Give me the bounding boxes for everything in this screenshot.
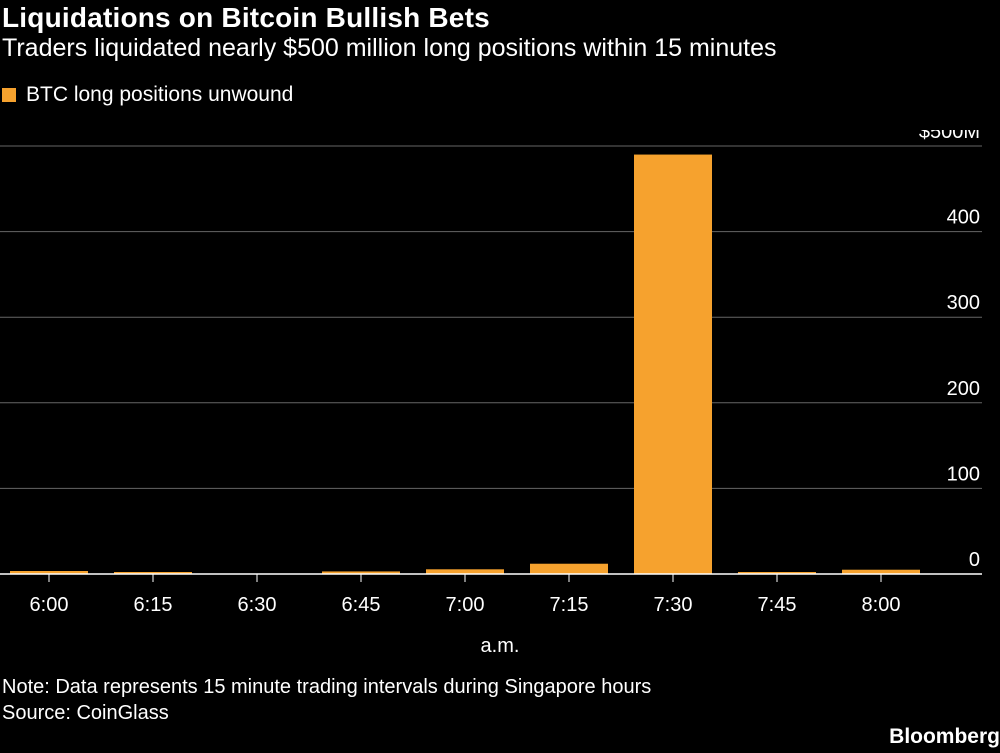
bar [114,572,192,574]
legend-label: BTC long positions unwound [26,83,294,106]
legend: BTC long positions unwound [2,83,293,107]
y-tick-label: 200 [947,378,980,400]
x-tick-label: 7:45 [758,594,797,616]
x-tick-label: 8:00 [862,594,901,616]
chart-title: Liquidations on Bitcoin Bullish Bets [2,2,490,33]
y-tick-label: 400 [947,207,980,229]
bar [426,569,504,574]
brand-logo: Bloomberg [889,725,1000,748]
bar-chart: 0 100 200 300 400 $500M 6:00 6:15 6:30 6:45 7:00 7:… [0,130,982,657]
x-axis-label: a.m. [481,635,520,657]
y-tick-label: 300 [947,292,980,314]
x-tick-label: 7:15 [550,594,589,616]
x-tick-label: 7:00 [446,594,485,616]
y-tick-label: 100 [947,463,980,485]
chart-source: Source: CoinGlass [2,702,169,724]
bar [634,154,712,574]
x-tick-label: 6:30 [238,594,277,616]
bar [10,571,88,574]
bar [842,569,920,574]
x-tick-label: 6:00 [30,594,69,616]
chart-note: Note: Data represents 15 minute trading … [2,676,652,698]
x-tick-label: 7:30 [654,594,693,616]
chart-subtitle: Traders liquidated nearly $500 million l… [2,34,777,62]
bar [322,571,400,574]
y-tick-label: 0 [969,549,980,571]
legend-swatch [2,88,16,102]
x-tick-label: 6:15 [134,594,173,616]
y-tick-label: $500M [919,130,980,143]
x-tick-label: 6:45 [342,594,381,616]
bar [530,563,608,574]
bar [738,572,816,574]
